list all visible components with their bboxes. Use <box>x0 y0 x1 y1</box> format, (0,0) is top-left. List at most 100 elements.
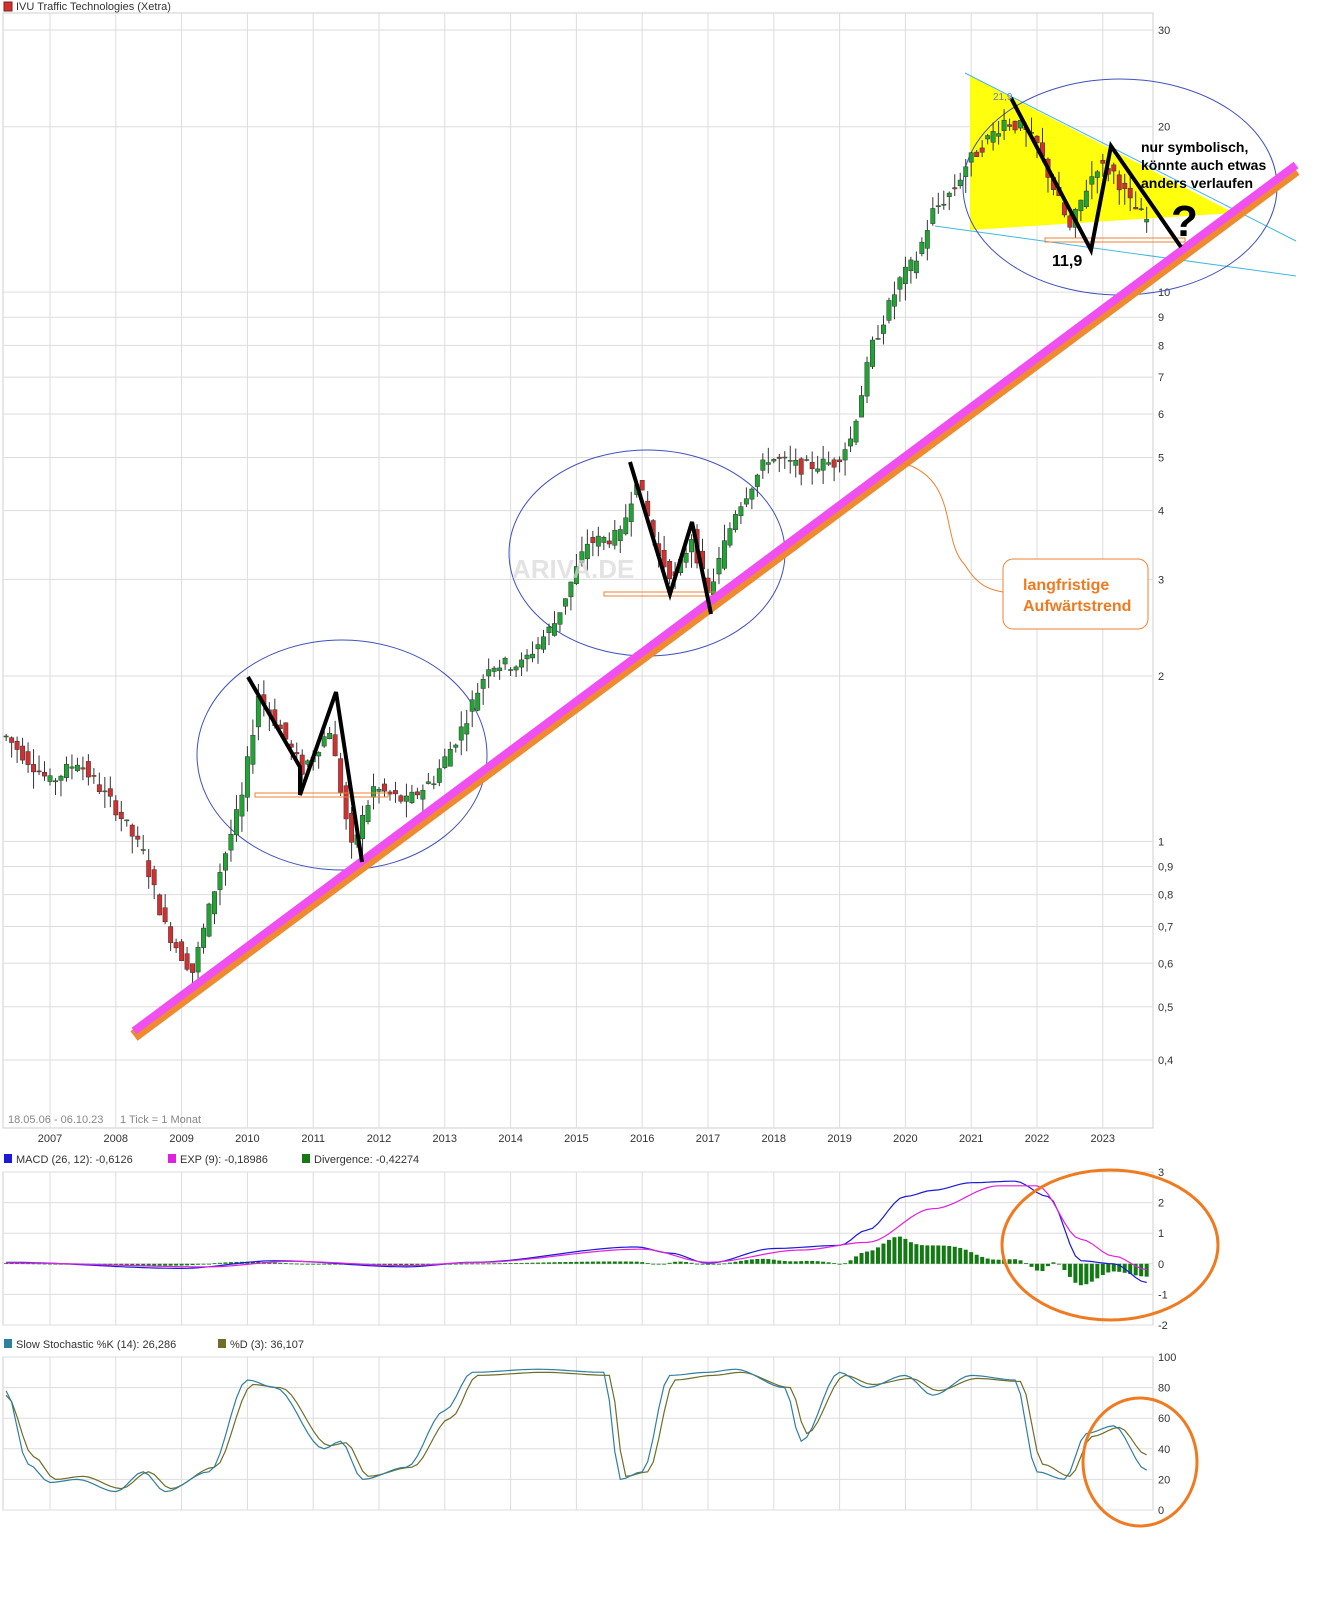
candle-body <box>1111 164 1117 172</box>
macd-divergence-bar <box>168 1263 173 1266</box>
candle-body <box>919 241 925 254</box>
macd-divergence-bar <box>673 1261 678 1264</box>
candle-body <box>157 894 163 916</box>
macd-divergence-bar <box>667 1262 672 1264</box>
w-pattern-sketch-2022 <box>1009 97 1183 256</box>
year-tick-label: 2021 <box>959 1133 983 1145</box>
macd-divergence-bar <box>119 1263 124 1266</box>
macd-divergence-bar <box>42 1263 47 1265</box>
macd-divergence-bar <box>267 1262 272 1264</box>
macd-divergence-bar <box>689 1262 694 1264</box>
candle-body <box>557 612 563 625</box>
macd-divergence-bar <box>1089 1263 1094 1282</box>
macd-divergence-bar <box>793 1261 798 1264</box>
candle-body <box>881 324 886 334</box>
candle-body <box>294 752 300 755</box>
macd-divergence-bar <box>651 1263 656 1265</box>
year-tick-label: 2020 <box>893 1133 917 1145</box>
macd-divergence-bar <box>952 1246 957 1264</box>
trend-callout-line-2: Aufwärtstrend <box>1023 598 1131 615</box>
trend-callout-line-1: langfristige <box>1023 577 1109 594</box>
macd-divergence-bar <box>1035 1263 1039 1271</box>
trend-callout-box <box>1002 558 1149 630</box>
year-tick-label: 2014 <box>498 1133 522 1145</box>
macd-divergence-bar <box>124 1263 129 1266</box>
candle-body <box>1116 174 1122 191</box>
year-tick-label: 2010 <box>235 1133 259 1145</box>
macd-divergence-bar <box>612 1261 617 1264</box>
stochastic-tick-label: 0 <box>1158 1505 1164 1517</box>
macd-divergence-bar <box>843 1263 848 1265</box>
candle-body <box>579 551 585 563</box>
candle-body <box>946 192 952 198</box>
macd-divergence-bar <box>936 1245 941 1264</box>
candle-body <box>749 488 755 500</box>
macd-divergence-bar <box>1029 1263 1034 1267</box>
macd-divergence-bar <box>459 1263 464 1265</box>
candle-body <box>601 537 607 543</box>
candle-body <box>1138 208 1144 211</box>
macd-divergence-bar <box>174 1263 179 1266</box>
price-tick-label: 3 <box>1158 574 1164 586</box>
macd-divergence-bar <box>1040 1263 1045 1272</box>
macd-divergence-bar <box>141 1263 146 1266</box>
candle-body <box>968 152 974 163</box>
macd-divergence-bar <box>541 1262 546 1264</box>
macd-divergence-bar <box>695 1263 700 1265</box>
candle-body <box>42 772 47 777</box>
legend-d: %D (3): 36,107 <box>230 1339 304 1351</box>
date-range: 18.05.06 - 06.10.23 <box>8 1114 103 1126</box>
macd-divergence-bar <box>536 1262 541 1264</box>
candle-body <box>129 824 135 837</box>
candle-body <box>859 395 864 418</box>
price-tick-label: 30 <box>1158 25 1170 37</box>
macd-divergence-bar <box>464 1263 469 1265</box>
candle-body <box>524 654 530 660</box>
stochastic-k-line <box>5 1368 1148 1493</box>
macd-axis-labels: 3 2 1 0 -1 -2 <box>1158 1167 1168 1332</box>
macd-divergence-bar <box>130 1263 135 1266</box>
candle-body <box>58 775 64 781</box>
candle-body <box>376 788 382 792</box>
candle-body <box>420 789 426 800</box>
candle-body <box>952 187 958 190</box>
macd-divergence-bar <box>546 1262 551 1264</box>
candle-body <box>886 300 892 321</box>
candle-body <box>568 581 574 598</box>
candle-body <box>782 456 788 459</box>
candle-body <box>1067 215 1073 228</box>
candle-body <box>223 853 228 871</box>
candle-body <box>124 819 130 822</box>
macd-divergence-bar <box>519 1262 524 1264</box>
candle-body <box>343 785 349 820</box>
macd-divergence-bar <box>848 1260 853 1264</box>
macd-divergence-bar <box>563 1262 568 1264</box>
macd-divergence-bar <box>579 1261 584 1264</box>
candle-body <box>425 781 431 784</box>
stochastic-d-line <box>5 1371 1147 1490</box>
macd-divergence-bar <box>1133 1263 1138 1276</box>
stochastic-tick-label: 40 <box>1158 1444 1170 1456</box>
macd-divergence-bar <box>481 1263 486 1265</box>
candle-body <box>826 462 832 465</box>
candle-body <box>332 734 338 757</box>
macd-divergence-bar <box>996 1259 1001 1264</box>
candle-body <box>414 791 420 796</box>
macd-divergence-bar <box>179 1263 184 1266</box>
candle-body <box>902 266 908 284</box>
candle-body <box>1144 219 1150 223</box>
low-value-label: 11,9 <box>1052 253 1082 270</box>
candle-body <box>31 764 37 773</box>
macd-divergence-bar <box>15 1263 20 1265</box>
macd-tick-label: 3 <box>1158 1167 1164 1179</box>
candle-body <box>941 204 947 206</box>
stochastic-tick-label: 60 <box>1158 1413 1170 1425</box>
macd-divergence-bar <box>958 1247 963 1264</box>
macd-divergence-bar <box>1024 1263 1029 1264</box>
price-tick-label: 0,9 <box>1158 862 1173 874</box>
price-tick-label: 0,7 <box>1158 921 1173 933</box>
macd-divergence-bar <box>53 1263 58 1265</box>
candle-body <box>3 735 9 738</box>
candle-body <box>804 459 810 461</box>
stochastic-tick-label: 100 <box>1158 1352 1176 1364</box>
